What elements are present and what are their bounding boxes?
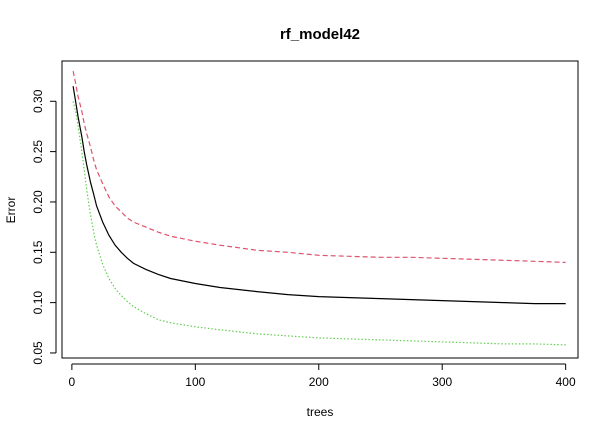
- x-axis-label: trees: [307, 405, 334, 419]
- y-axis: 0.05 0.10 0.15 0.20 0.25 0.30: [31, 89, 57, 365]
- y-tick-label: 0.30: [31, 89, 45, 113]
- plot-frame: [61, 60, 579, 359]
- x-tick-label: 100: [185, 375, 205, 389]
- x-tick-label: 400: [556, 375, 576, 389]
- x-tick-label: 200: [309, 375, 329, 389]
- x-tick-label: 300: [432, 375, 452, 389]
- y-tick-label: 0.10: [31, 291, 45, 315]
- y-tick-label: 0.15: [31, 240, 45, 264]
- series-line-dashed: [72, 70, 566, 263]
- y-tick-label: 0.20: [31, 190, 45, 214]
- y-axis-label: Error: [4, 197, 18, 224]
- y-tick-label: 0.25: [31, 140, 45, 164]
- series-line-solid: [72, 86, 566, 305]
- x-tick-label: 0: [69, 375, 76, 389]
- series-line-dotted: [72, 101, 566, 346]
- y-tick-label: 0.05: [31, 341, 45, 365]
- x-axis: 0 100 200 300 400: [69, 363, 576, 389]
- series-layer: [72, 70, 566, 346]
- chart-title: rf_model42: [280, 26, 360, 43]
